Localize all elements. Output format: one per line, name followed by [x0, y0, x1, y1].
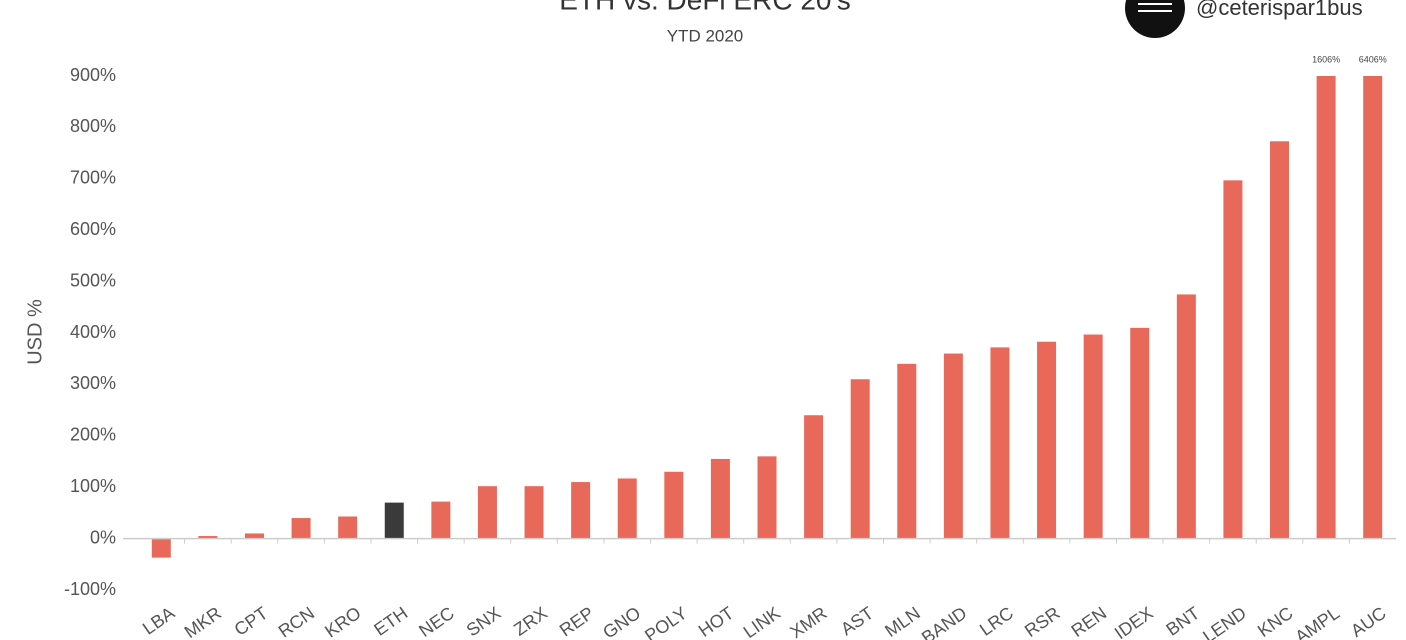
value-label: 1606%	[1312, 54, 1340, 64]
x-tick-label: RSR	[1021, 603, 1064, 640]
bar	[571, 482, 591, 539]
handle-icon	[1125, 0, 1185, 38]
bar	[477, 486, 497, 539]
x-tick-label: LINK	[740, 603, 784, 640]
x-tick-label: NEC	[415, 603, 458, 640]
x-tick-label: LEND	[1199, 603, 1250, 640]
bar	[990, 347, 1010, 539]
x-tick-label: ETH	[370, 603, 411, 640]
x-tick-label: AMPL	[1291, 603, 1343, 640]
bar	[198, 536, 218, 539]
bar	[244, 533, 264, 539]
x-tick-label: AUC	[1347, 603, 1390, 640]
y-tick-label: 200%	[70, 425, 116, 445]
x-tick-label: XMR	[786, 603, 830, 640]
x-tick-label: BNT	[1162, 603, 1203, 640]
x-tick-label: RCN	[275, 603, 318, 640]
x-tick-label: HOT	[695, 603, 738, 640]
x-tick-label: ZRX	[510, 603, 551, 640]
x-tick-label: SNX	[463, 603, 505, 640]
y-tick-label: 0%	[90, 527, 116, 547]
bar	[338, 516, 358, 539]
x-tick-label: MKR	[181, 603, 225, 640]
y-tick-label: 300%	[70, 373, 116, 393]
y-tick-label: -100%	[64, 579, 116, 599]
bar	[1130, 327, 1150, 539]
x-tick-label: REP	[556, 603, 598, 640]
x-tick-label: BAND	[918, 603, 970, 640]
bar	[1083, 334, 1103, 539]
x-tick-label: LRC	[976, 603, 1017, 640]
bar	[804, 415, 824, 539]
y-tick-label: 500%	[70, 270, 116, 290]
x-tick-label: IDEX	[1111, 603, 1157, 640]
bar	[943, 353, 963, 539]
bar	[664, 471, 684, 539]
chart-title: ETH vs. DeFi ERC 20's	[559, 0, 851, 15]
x-tick-label: KRO	[321, 603, 364, 640]
bar	[291, 518, 311, 539]
bar	[897, 363, 917, 539]
y-tick-label: 900%	[70, 65, 116, 85]
bar	[384, 502, 404, 539]
x-tick-label: POLY	[641, 603, 691, 640]
handle: @ceterispar1bus	[1196, 0, 1363, 20]
bar	[1363, 76, 1383, 539]
x-tick-label: GNO	[599, 603, 644, 640]
bar	[1316, 76, 1336, 539]
value-label: 6406%	[1359, 54, 1387, 64]
bar	[1270, 141, 1290, 539]
x-tick-label: LBA	[139, 603, 178, 639]
y-tick-label: 100%	[70, 476, 116, 496]
bar	[617, 478, 637, 539]
bar	[151, 538, 171, 558]
bar	[757, 456, 777, 539]
x-tick-label: CPT	[231, 603, 272, 640]
bar	[850, 379, 870, 539]
x-tick-label: REN	[1068, 603, 1111, 640]
bar	[1223, 180, 1243, 539]
bar	[524, 486, 544, 539]
bar	[710, 458, 730, 539]
x-tick-label: AST	[837, 603, 877, 639]
bar	[1176, 294, 1196, 539]
x-tick-label: KNC	[1254, 603, 1297, 640]
chart-subtitle: YTD 2020	[667, 26, 744, 45]
x-tick-label: MLN	[881, 603, 924, 640]
y-tick-label: 800%	[70, 116, 116, 136]
y-axis-label: USD %	[24, 299, 46, 365]
y-tick-label: 700%	[70, 168, 116, 188]
y-tick-label: 600%	[70, 219, 116, 239]
bar	[1037, 341, 1057, 539]
bar	[431, 501, 451, 539]
y-tick-label: 400%	[70, 322, 116, 342]
bars	[151, 76, 1383, 558]
